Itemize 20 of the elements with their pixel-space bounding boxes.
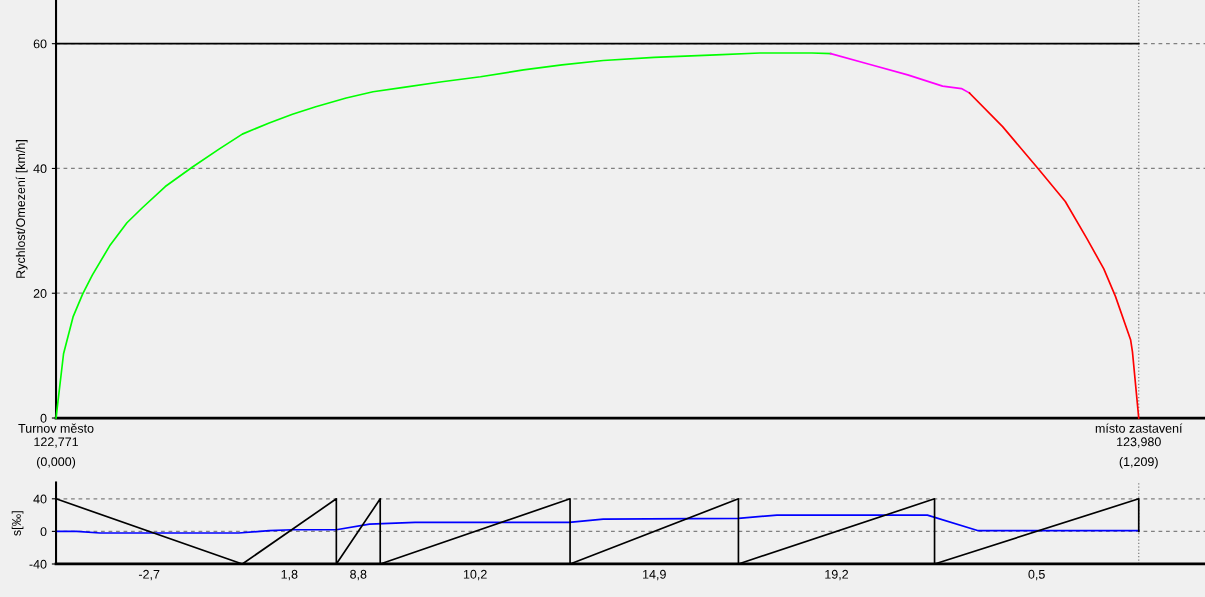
y-tick-label: 40 bbox=[33, 164, 47, 174]
x-tick-label: (0,000) bbox=[37, 456, 76, 469]
y-axis-title: Rychlost/Omezení [km/h] bbox=[15, 140, 28, 278]
text: -2,7 bbox=[138, 569, 160, 581]
y-tick-label: 40 bbox=[33, 494, 47, 504]
y-tick-label: 60 bbox=[33, 39, 47, 49]
annotation: místo zastavení 123,980 bbox=[1095, 423, 1183, 448]
text: 1,8 bbox=[281, 569, 298, 581]
y-tick-label: 0 bbox=[40, 413, 47, 423]
y-axis-title: s[‰] bbox=[11, 511, 24, 536]
text: 10,2 bbox=[463, 569, 487, 581]
text: 0,5 bbox=[1028, 569, 1045, 581]
x-tick-label: (1,209) bbox=[1119, 456, 1158, 469]
text: 8,8 bbox=[350, 569, 367, 581]
y-tick-label: 0 bbox=[40, 527, 47, 537]
text: 19,2 bbox=[825, 569, 849, 581]
text: 14,9 bbox=[643, 569, 666, 581]
y-tick-label: 20 bbox=[33, 289, 47, 298]
annotation: Turnov město 122,771 bbox=[18, 423, 94, 448]
y-tick-label: -40 bbox=[29, 559, 47, 569]
